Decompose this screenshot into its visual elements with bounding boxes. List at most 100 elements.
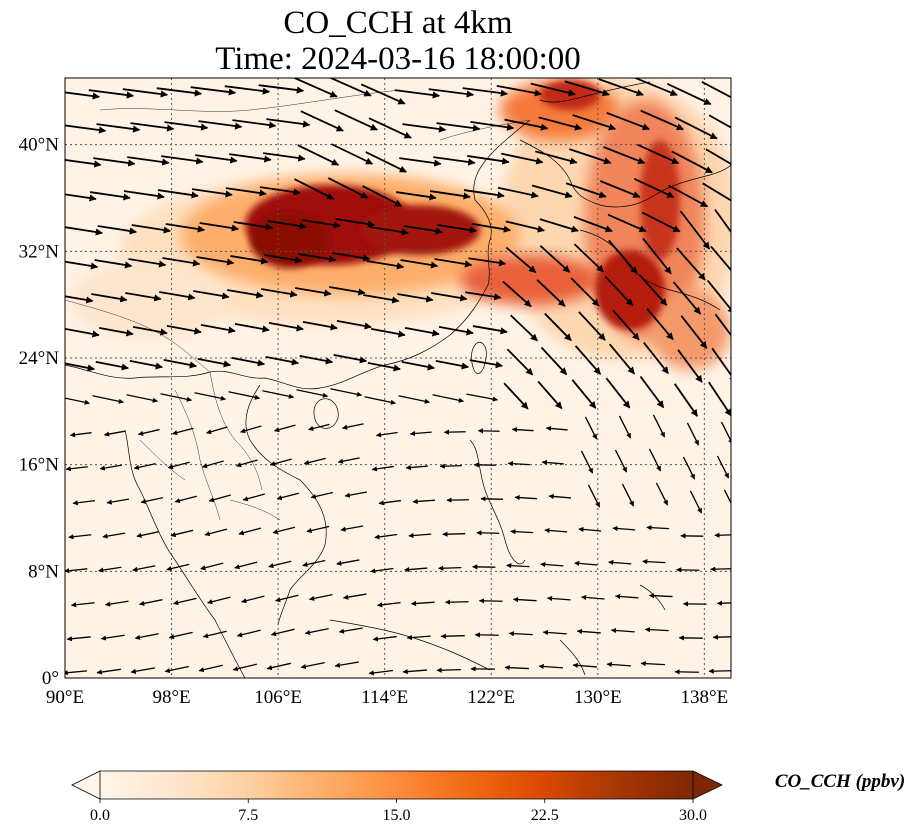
colorbar-tick-label: 0.0 xyxy=(90,807,110,824)
wind-arrow xyxy=(156,87,202,97)
colorbar-tick-label: 15.0 xyxy=(383,807,411,824)
wind-arrow xyxy=(644,627,669,633)
wind-arrow xyxy=(614,449,628,473)
wind-arrow xyxy=(541,459,564,466)
wind-arrow xyxy=(505,246,537,274)
wind-arrow xyxy=(378,499,402,506)
wind-arrow xyxy=(671,150,713,174)
wind-arrow xyxy=(573,216,613,233)
wind-arrow xyxy=(368,669,393,676)
wind-arrow xyxy=(572,114,617,131)
wind-arrow xyxy=(266,662,291,671)
wind-arrow xyxy=(608,239,638,275)
wind-arrow xyxy=(233,221,274,231)
wind-arrow xyxy=(327,177,369,199)
wind-arrow xyxy=(434,258,473,268)
wind-arrow xyxy=(276,492,299,501)
wind-arrow xyxy=(679,210,711,250)
colorbar-extend-high xyxy=(692,770,723,800)
wind-arrow xyxy=(706,279,731,315)
wind-arrow xyxy=(201,460,224,469)
wind-arrow xyxy=(672,281,702,315)
wind-arrow xyxy=(574,560,598,567)
wind-arrow xyxy=(166,563,190,572)
wind-arrow xyxy=(304,627,329,636)
wind-arrow xyxy=(225,187,267,197)
wind-arrow xyxy=(496,84,542,97)
wind-arrow xyxy=(242,493,265,502)
wind-arrow xyxy=(652,414,666,438)
wind-arrow xyxy=(65,124,107,134)
wind-arrow xyxy=(370,328,406,338)
wind-arrow xyxy=(65,328,100,338)
wind-arrow xyxy=(200,324,236,334)
wind-arrow xyxy=(194,392,227,401)
wind-arrow xyxy=(130,122,175,132)
wind-arrow xyxy=(72,500,96,506)
wind-arrow xyxy=(125,292,162,302)
wind-arrow xyxy=(335,218,376,228)
wind-arrow xyxy=(65,397,90,405)
wind-arrow xyxy=(578,526,602,533)
wind-arrow xyxy=(399,157,442,167)
wind-arrow xyxy=(682,456,696,480)
wind-arrow xyxy=(267,220,308,230)
wind-arrow xyxy=(196,256,235,266)
wind-arrow xyxy=(603,146,646,165)
wind-arrow xyxy=(262,390,295,399)
wind-arrow xyxy=(505,220,545,233)
wind-arrow xyxy=(429,190,471,200)
wind-arrow xyxy=(598,78,644,97)
wind-arrow xyxy=(546,595,571,602)
wind-arrow xyxy=(360,83,406,105)
wind-arrow xyxy=(328,78,372,97)
wind-arrow xyxy=(708,114,731,129)
wind-arrow xyxy=(306,525,330,533)
wind-arrow xyxy=(406,634,431,641)
wind-arrow xyxy=(431,292,468,302)
wind-arrow xyxy=(89,191,131,201)
wind-arrow xyxy=(365,151,407,173)
wind-arrow xyxy=(639,375,665,409)
wind-arrow xyxy=(336,559,360,566)
wind-arrow xyxy=(708,381,731,417)
wind-arrow xyxy=(193,290,230,300)
wind-arrow xyxy=(129,359,163,370)
wind-arrow xyxy=(292,78,338,98)
wind-arrow xyxy=(511,427,534,433)
wind-arrow xyxy=(584,416,598,440)
wind-arrow xyxy=(93,157,136,167)
wind-arrow xyxy=(234,561,258,570)
wind-arrow xyxy=(198,664,223,673)
wind-arrow xyxy=(170,529,194,538)
wind-arrow xyxy=(272,526,296,535)
wind-arrow xyxy=(127,156,170,166)
wind-arrow xyxy=(370,567,394,574)
wind-arrow xyxy=(100,634,125,641)
wind-arrow xyxy=(65,260,99,270)
wind-arrow xyxy=(65,91,100,100)
wind-arrow xyxy=(471,222,511,233)
wind-arrow xyxy=(412,498,436,505)
wind-arrow xyxy=(106,498,130,505)
wind-arrow xyxy=(410,600,435,607)
wind-arrow xyxy=(507,461,530,467)
wind-arrow xyxy=(300,661,325,670)
lon-tick-label: 130°E xyxy=(574,687,622,708)
wind-arrow xyxy=(296,389,329,398)
wind-arrow xyxy=(604,275,634,307)
wind-arrow xyxy=(463,189,505,199)
wind-arrow xyxy=(96,668,121,675)
wind-arrow xyxy=(648,448,662,472)
wind-arrow xyxy=(344,491,368,498)
wind-arrow xyxy=(65,226,103,236)
wind-arrow xyxy=(234,323,270,333)
wind-arrow xyxy=(102,532,126,539)
wind-arrow xyxy=(202,630,227,639)
wind-arrow xyxy=(504,118,549,131)
wind-arrow xyxy=(198,120,243,130)
wind-arrow xyxy=(394,89,440,99)
wind-arrow xyxy=(587,484,601,508)
wind-arrow xyxy=(544,527,568,534)
wind-arrow xyxy=(545,425,568,432)
